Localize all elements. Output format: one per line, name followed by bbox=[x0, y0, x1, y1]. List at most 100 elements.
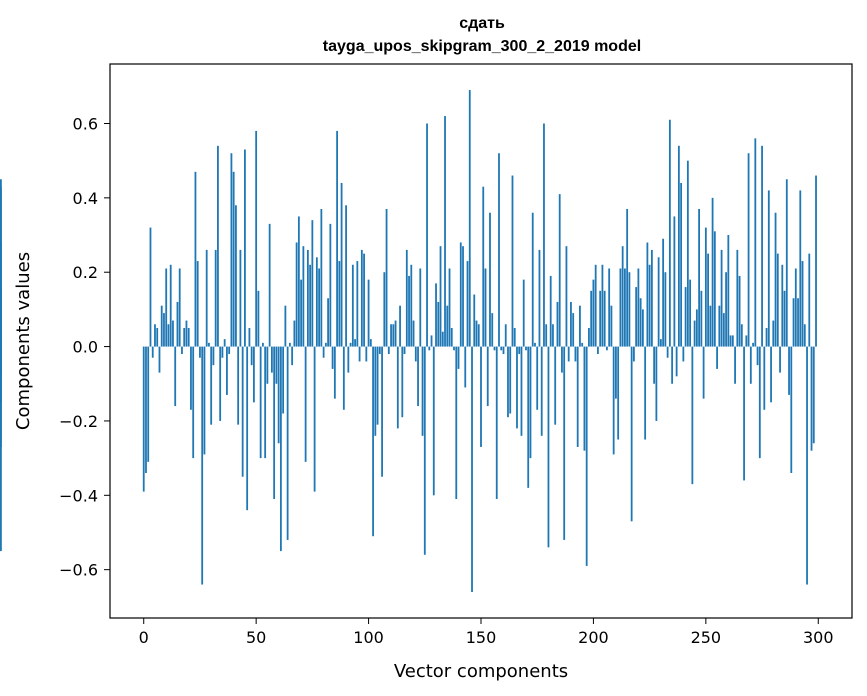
bar bbox=[302, 246, 305, 347]
bar bbox=[430, 335, 433, 347]
bar bbox=[608, 268, 611, 347]
bar bbox=[464, 346, 467, 388]
bar bbox=[772, 320, 775, 347]
bar bbox=[347, 346, 350, 373]
bar bbox=[691, 346, 694, 485]
bar bbox=[250, 346, 253, 366]
bar bbox=[520, 346, 523, 436]
bar bbox=[145, 346, 147, 473]
bar bbox=[765, 327, 768, 347]
bar bbox=[763, 346, 766, 410]
bar bbox=[554, 346, 557, 425]
bar bbox=[248, 327, 251, 347]
bar bbox=[606, 346, 608, 351]
bar bbox=[345, 205, 347, 347]
bar bbox=[444, 116, 446, 347]
bar bbox=[686, 160, 689, 347]
bar bbox=[480, 346, 482, 447]
bar bbox=[196, 261, 199, 347]
bar bbox=[147, 346, 150, 462]
bar bbox=[628, 272, 631, 347]
bar bbox=[707, 253, 709, 347]
bar bbox=[702, 346, 705, 399]
bar bbox=[565, 246, 568, 347]
bar bbox=[336, 130, 338, 347]
x-tick-label: 200 bbox=[578, 628, 609, 647]
bar bbox=[441, 331, 444, 347]
bar bbox=[504, 324, 507, 347]
bar bbox=[421, 346, 424, 436]
bar bbox=[300, 279, 303, 347]
bar bbox=[315, 257, 318, 347]
bar bbox=[689, 279, 692, 347]
y-axis-ticks: −0.6 −0.4 −0.2 0.0 0.2 0.4 0.6 bbox=[59, 114, 110, 580]
bar bbox=[583, 346, 586, 451]
bar bbox=[192, 346, 195, 459]
bar bbox=[311, 220, 314, 347]
bar bbox=[633, 346, 635, 362]
bar bbox=[673, 216, 676, 347]
bar bbox=[810, 346, 813, 451]
bar bbox=[392, 324, 395, 347]
bar bbox=[327, 298, 329, 347]
bar bbox=[734, 346, 736, 384]
bar bbox=[558, 194, 561, 347]
chart-title: сдать bbox=[459, 15, 505, 32]
bar bbox=[264, 346, 267, 459]
y-tick-label: 0.0 bbox=[73, 338, 98, 357]
bar bbox=[592, 279, 595, 347]
bar bbox=[812, 346, 815, 444]
bar bbox=[385, 209, 388, 347]
bar bbox=[262, 342, 264, 347]
bar bbox=[709, 305, 712, 347]
bar bbox=[324, 342, 327, 347]
bar bbox=[403, 346, 406, 355]
bar bbox=[736, 249, 739, 347]
bar bbox=[228, 346, 231, 355]
bar bbox=[489, 212, 491, 347]
bar bbox=[671, 346, 674, 384]
bar bbox=[567, 346, 570, 362]
bar bbox=[414, 346, 417, 362]
bar bbox=[794, 268, 797, 347]
bar bbox=[435, 283, 437, 347]
bar bbox=[149, 227, 152, 347]
bar bbox=[563, 346, 566, 540]
bar bbox=[293, 320, 296, 347]
bar bbox=[428, 346, 431, 351]
bar bbox=[579, 305, 581, 347]
bar bbox=[165, 268, 168, 347]
bar bbox=[156, 327, 159, 347]
bar bbox=[594, 264, 597, 347]
bar bbox=[624, 268, 626, 347]
bar bbox=[477, 324, 480, 347]
bar bbox=[511, 175, 514, 347]
bar bbox=[381, 346, 383, 477]
bar bbox=[419, 268, 422, 347]
bar bbox=[783, 290, 786, 347]
x-tick-label: 0 bbox=[139, 628, 149, 647]
bar bbox=[160, 305, 163, 347]
bar bbox=[650, 249, 653, 347]
bar bbox=[0, 242, 2, 347]
bar bbox=[716, 346, 718, 369]
bar bbox=[279, 346, 282, 552]
bar bbox=[217, 145, 219, 347]
bar bbox=[255, 130, 258, 347]
bar bbox=[342, 346, 345, 410]
bar bbox=[693, 320, 696, 347]
bar bbox=[655, 346, 658, 421]
bar bbox=[235, 205, 237, 347]
bar bbox=[729, 335, 732, 347]
bar bbox=[354, 339, 356, 347]
bar bbox=[722, 313, 725, 347]
bar bbox=[516, 346, 518, 429]
bar bbox=[572, 313, 575, 347]
bar bbox=[437, 301, 440, 347]
bar bbox=[387, 346, 390, 355]
bar bbox=[599, 290, 602, 347]
bar-series bbox=[0, 90, 817, 592]
bar bbox=[322, 346, 325, 358]
x-axis-label: Vector components bbox=[394, 661, 568, 682]
bar bbox=[711, 197, 714, 347]
